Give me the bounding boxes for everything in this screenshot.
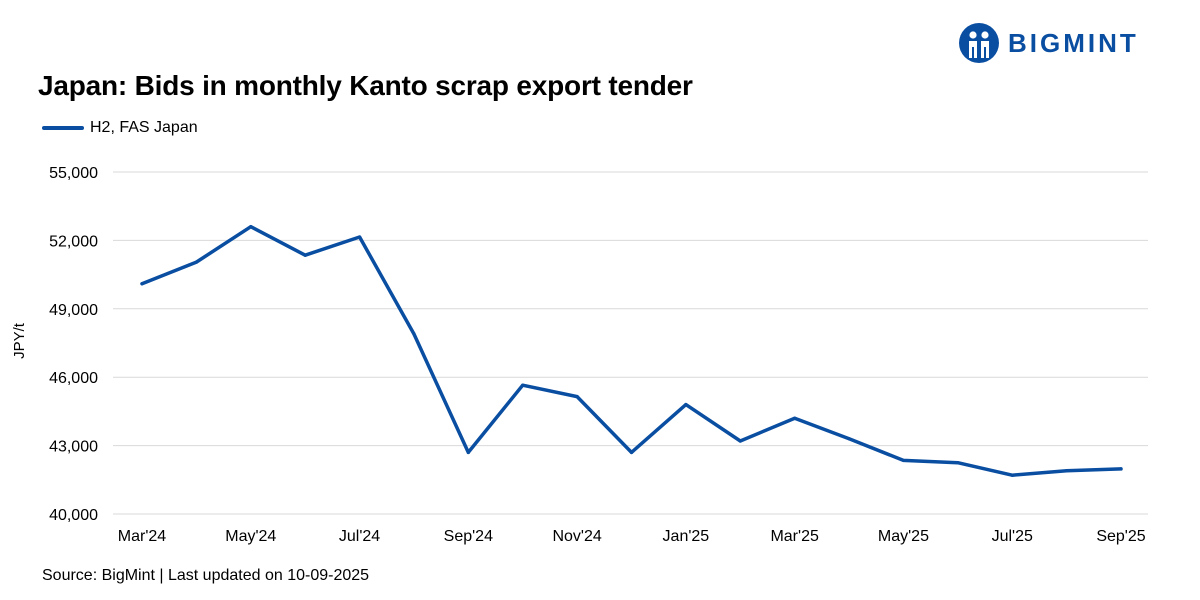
data-point: [1119, 467, 1123, 471]
y-tick-label: 55,000: [49, 165, 98, 182]
x-tick-label: Jul'24: [339, 528, 380, 545]
y-tick-label: 52,000: [49, 233, 98, 250]
logo-text: BIGMINT: [1008, 27, 1139, 58]
data-point: [249, 225, 253, 229]
data-point: [901, 458, 906, 463]
data-point: [357, 235, 362, 239]
data-point: [1065, 469, 1069, 473]
data-point: [1010, 473, 1014, 477]
y-axis-ticks: 40,000 43,000 46,000 49,000 52,000 55,000: [49, 165, 98, 524]
data-point: [194, 260, 198, 264]
x-tick-label: Mar'25: [770, 528, 819, 545]
x-tick-label: May'25: [878, 528, 929, 545]
legend: H2, FAS Japan: [42, 118, 198, 138]
x-axis-ticks: Mar'24 May'24 Jul'24 Sep'24 Nov'24 Jan'25 Mar'…: [118, 528, 1146, 545]
data-point: [956, 461, 960, 465]
bigmint-logo: BIGMINT: [958, 22, 1139, 64]
data-point: [412, 332, 416, 336]
data-point: [303, 253, 307, 257]
source-note: Source: BigMint | Last updated on 10-09-…: [42, 567, 370, 584]
chart-title: Japan: Bids in monthly Kanto scrap expor…: [38, 70, 693, 101]
bigmint-logo-icon: [959, 23, 999, 63]
x-tick-label: May'24: [225, 528, 276, 545]
data-point: [575, 394, 579, 399]
legend-label: H2, FAS Japan: [90, 119, 198, 136]
data-point: [793, 416, 797, 420]
y-tick-label: 43,000: [49, 439, 98, 456]
gridlines: [113, 171, 1148, 515]
x-tick-label: Sep'25: [1096, 528, 1145, 545]
data-point: [629, 450, 634, 455]
y-tick-label: 40,000: [49, 507, 98, 524]
data-point: [684, 402, 688, 407]
data-point: [847, 437, 851, 441]
series-lines: [140, 224, 1123, 477]
x-tick-label: Jan'25: [663, 528, 710, 545]
y-tick-label: 49,000: [49, 302, 98, 319]
x-tick-label: Nov'24: [552, 528, 601, 545]
data-point: [738, 439, 742, 443]
y-tick-label: 46,000: [49, 370, 98, 387]
data-point: [140, 282, 144, 286]
data-point: [466, 450, 470, 455]
y-axis-title: JPY/t: [11, 322, 28, 359]
x-tick-label: Sep'24: [444, 528, 493, 545]
x-tick-label: Jul'25: [992, 528, 1033, 545]
legend-swatch: [42, 126, 84, 130]
series-line: [140, 224, 1123, 477]
x-tick-label: Mar'24: [118, 528, 167, 545]
data-point: [521, 383, 525, 387]
